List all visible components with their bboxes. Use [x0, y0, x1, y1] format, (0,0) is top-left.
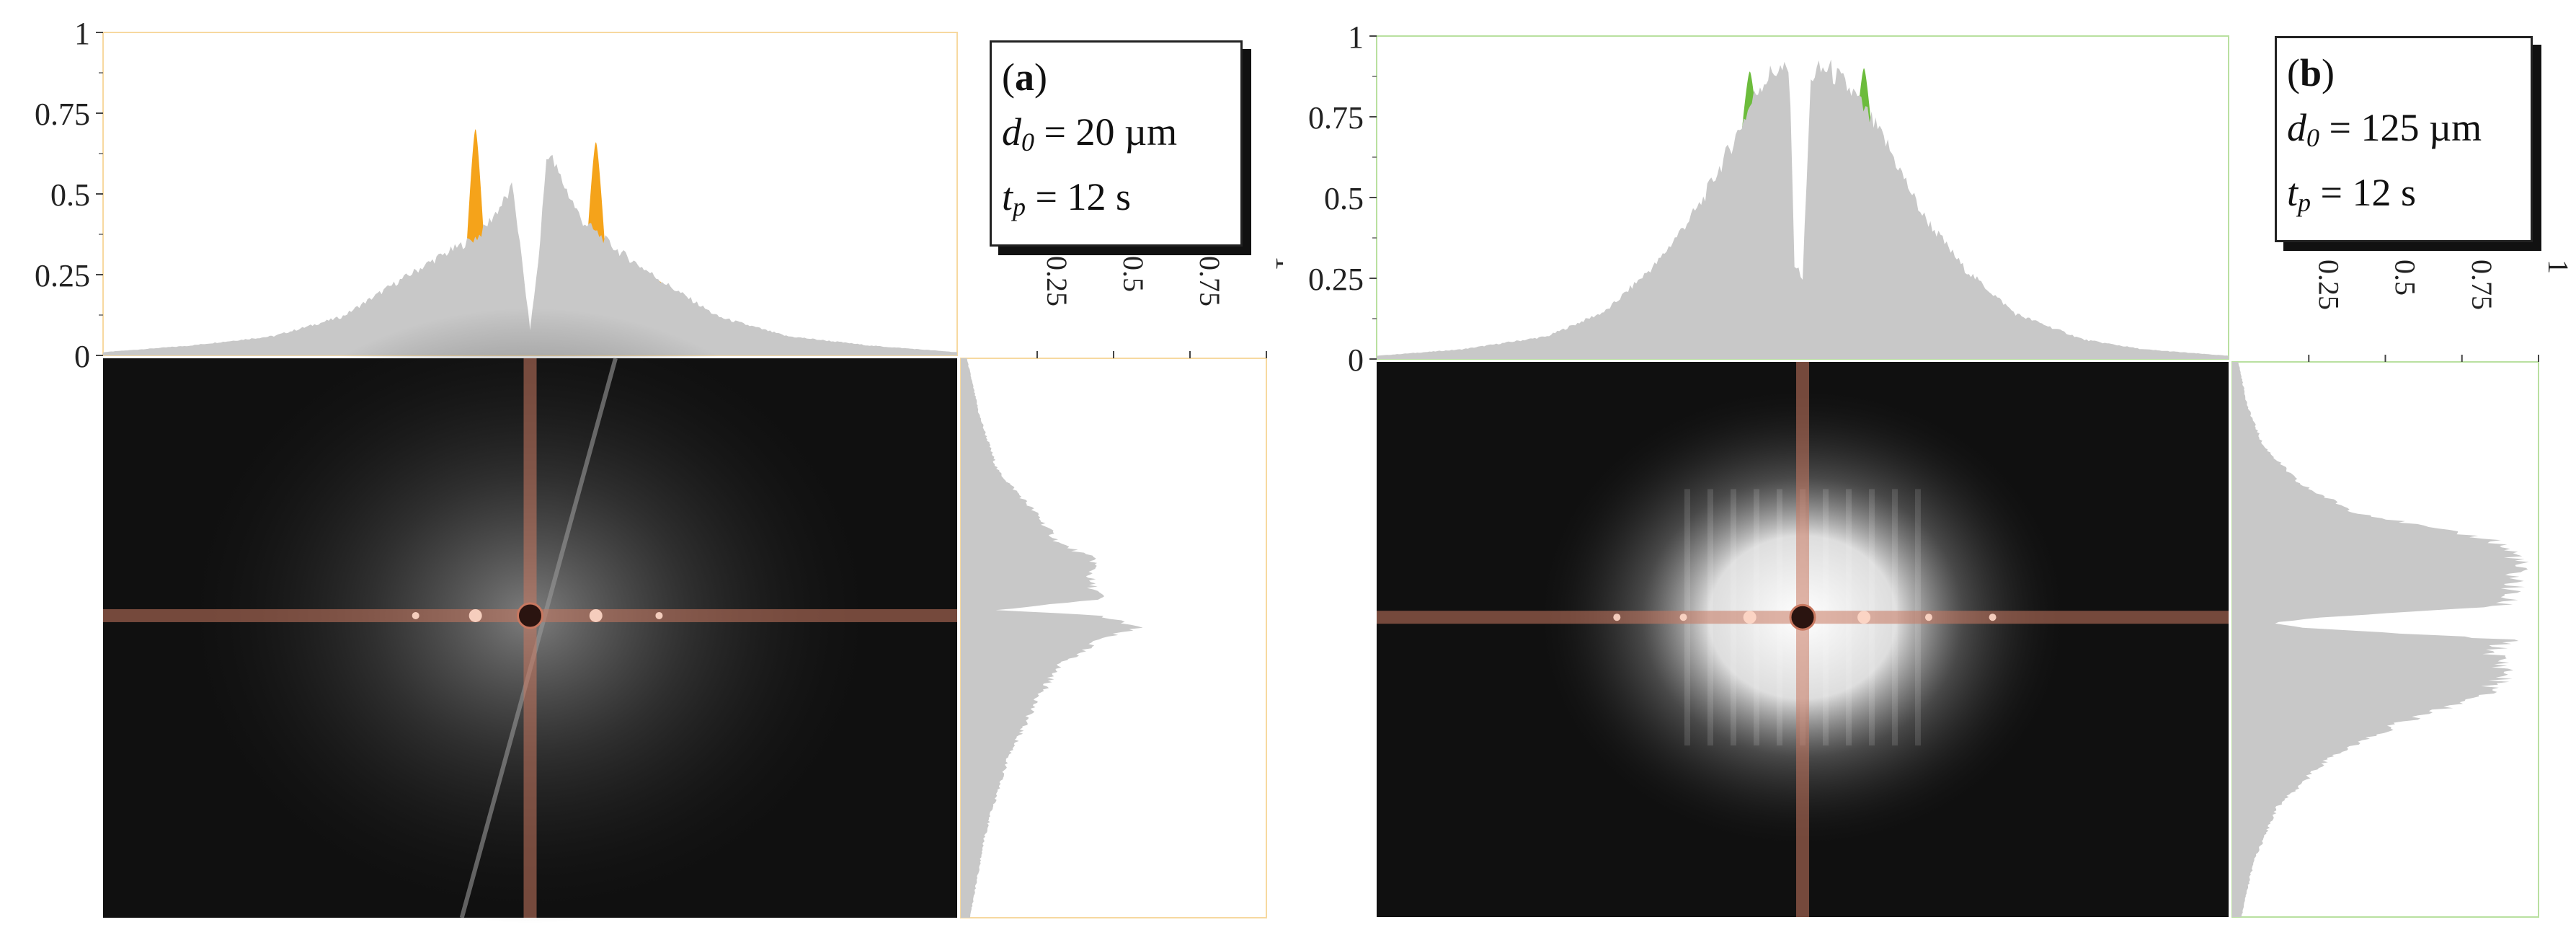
x-tick-label-b-3: 1: [2542, 260, 2575, 274]
panel-b-tp-var: t: [2287, 171, 2299, 214]
panel-a: 0 0.25 0.5 0.75 1 0.25 0.5 0.75 1 (a) d0 = 20 µm…: [0, 0, 1283, 930]
panel-a-tp-var: t: [1002, 175, 1013, 218]
panel-b-d0-sub: 0: [2306, 123, 2319, 152]
y-tick-label-a-2: 0.5: [50, 177, 90, 213]
beam-stop-b: [1789, 603, 1816, 631]
diffraction-spot-b-1: [1679, 614, 1687, 621]
horizontal-profile-b: [1377, 59, 2229, 359]
diffraction-spot-b-2: [1743, 611, 1756, 624]
streak-line-a: [459, 358, 618, 918]
panel-b-figure: 0 0.25 0.5 0.75 1 0.25 0.5 0.75 1: [1308, 19, 2575, 918]
diffraction-spot-b-5: [1989, 614, 1997, 621]
diffraction-spot-a-3: [655, 611, 663, 619]
panel-a-d0-value: = 20 µm: [1044, 110, 1178, 154]
y-tick-label-a-3: 0.75: [35, 97, 90, 132]
x-tick-label-b-0: 0.25: [2312, 260, 2345, 310]
vertical-profile-a: [961, 358, 1143, 918]
diffraction-spot-b-0: [1613, 614, 1621, 621]
y-tick-label-b-2: 0.5: [1324, 181, 1364, 216]
diffraction-spot-a-2: [589, 608, 603, 622]
panel-b-label: b: [2299, 51, 2322, 94]
crosshair-vertical-a: [523, 358, 537, 918]
x-tick-label-a-2: 0.75: [1194, 256, 1226, 306]
y-tick-label-a-1: 0.25: [35, 258, 90, 293]
diffraction-spot-a-1: [468, 608, 482, 622]
x-tick-label-b-2: 0.75: [2466, 260, 2498, 310]
panel-b-d0-value: = 125 µm: [2329, 106, 2482, 149]
diffraction-spot-b-3: [1857, 611, 1871, 624]
crosshair-vertical-b: [1796, 362, 1809, 917]
panel-a-legend: (a) d0 = 20 µm tp = 12 s: [990, 40, 1243, 247]
top-plot-frame-a: [102, 32, 958, 356]
panel-b: 0 0.25 0.5 0.75 1 0.25 0.5 0.75 1 (b) d0 = 125 µ…: [1283, 0, 2576, 930]
y-tick-label-b-4: 1: [1348, 19, 1364, 55]
panel-b-tp-value: = 12 s: [2320, 171, 2416, 214]
beam-stop-a: [517, 602, 543, 629]
panel-b-d0-var: d: [2287, 106, 2306, 149]
x-tick-label-a-3: 1: [1270, 256, 1283, 270]
x-tick-label-a-0: 0.25: [1041, 256, 1073, 306]
diffraction-spot-a-0: [412, 611, 419, 619]
x-tick-label-b-1: 0.5: [2389, 260, 2422, 296]
panel-a-d0-sub: 0: [1021, 128, 1034, 156]
y-tick-label-a-0: 0: [74, 339, 90, 374]
highlight-peak-a-1: [466, 129, 485, 256]
panel-a-label: a: [1014, 56, 1034, 99]
y-tick-label-a-4: 1: [74, 16, 90, 51]
panel-a-tp-value: = 12 s: [1035, 175, 1131, 218]
panel-a-tp-sub: p: [1013, 192, 1026, 221]
panel-b-legend: (b) d0 = 125 µm tp = 12 s: [2275, 36, 2533, 242]
panel-b-tp-sub: p: [2298, 188, 2311, 217]
panel-a-figure: 0 0.25 0.5 0.75 1 0.25 0.5 0.75 1: [35, 16, 1283, 924]
y-tick-label-b-3: 0.75: [1308, 100, 1364, 136]
y-tick-label-b-0: 0: [1348, 342, 1364, 378]
diffraction-spot-b-4: [1924, 614, 1932, 621]
x-tick-label-a-1: 0.5: [1117, 256, 1150, 292]
panel-a-d0-var: d: [1002, 110, 1021, 154]
vertical-profile-b: [2232, 362, 2529, 917]
y-tick-label-b-1: 0.25: [1308, 262, 1364, 297]
